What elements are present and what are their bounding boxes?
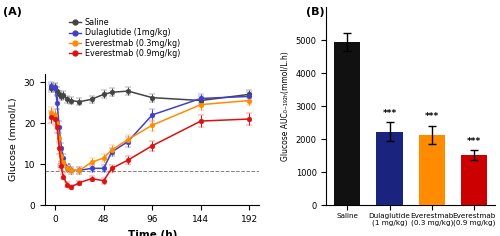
Bar bbox=[419, 135, 445, 205]
Y-axis label: Glucose (mmol/L): Glucose (mmol/L) bbox=[9, 98, 18, 181]
Text: ***: *** bbox=[467, 136, 481, 146]
X-axis label: Time (h): Time (h) bbox=[128, 230, 177, 236]
Text: (A): (A) bbox=[2, 7, 22, 17]
Bar bbox=[376, 132, 402, 205]
Text: ***: *** bbox=[382, 109, 396, 118]
Text: (B): (B) bbox=[306, 7, 325, 17]
Bar bbox=[461, 155, 487, 205]
Bar bbox=[334, 42, 360, 205]
Legend: Saline, Dulaglutide (1mg/kg), Everestmab (0.3mg/kg), Everestmab (0.9mg/kg): Saline, Dulaglutide (1mg/kg), Everestmab… bbox=[66, 15, 184, 61]
Text: ***: *** bbox=[425, 112, 439, 121]
Text: 8.35: 8.35 bbox=[56, 163, 72, 169]
Y-axis label: Glucose AUC₀₋₁₉₂ₕ(mmol/L.h): Glucose AUC₀₋₁₉₂ₕ(mmol/L.h) bbox=[281, 51, 290, 161]
